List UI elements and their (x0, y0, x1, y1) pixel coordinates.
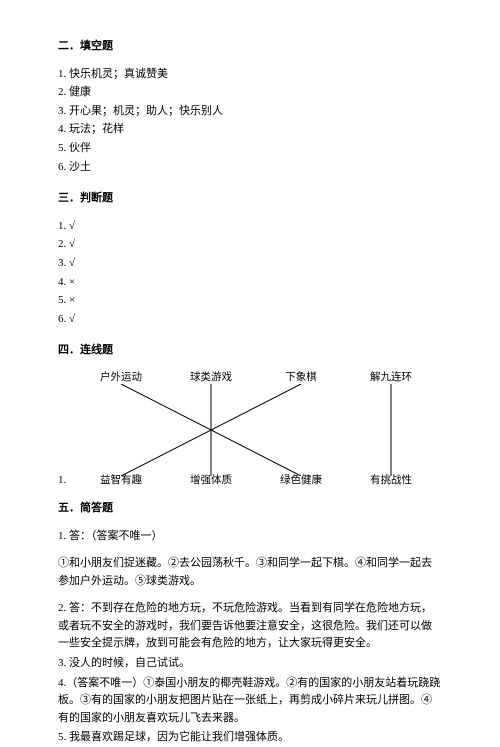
answer-body: ①和小朋友们捉迷藏。②去公园荡秋千。③和同学一起下棋。④和同学一起去参加户外运动… (58, 555, 442, 590)
short-answer-3: 3. 没人的时候，自己试试。 (58, 655, 442, 673)
match-bottom-label: 绿色健康 (256, 473, 346, 490)
judge-item: 6. √ (58, 311, 442, 329)
short-answer-1: 1. 答：（答案不唯一） ①和小朋友们捉迷藏。②去公园荡秋千。③和同学一起下棋。… (58, 528, 442, 591)
fill-item: 5. 伙伴 (58, 140, 442, 158)
match-bottom-label: 益智有趣 (76, 473, 166, 490)
judge-item: 4. × (58, 274, 442, 292)
matching-lines-svg (76, 384, 436, 476)
judge-list: 1. √ 2. √ 3. √ 4. × 5. × 6. √ (58, 218, 442, 329)
short-answer-2: 2. 答：不到存在危险的地方玩，不玩危险游戏。当看到有同学在危险地方玩，或者玩不… (58, 600, 442, 653)
section-title-fill: 二．填空题 (58, 38, 442, 56)
fill-item: 1. 快乐机灵；真诚赞美 (58, 66, 442, 84)
fill-item: 3. 开心果；机灵；助人；快乐别人 (58, 103, 442, 121)
answer-lead: 4.（答案不唯一）①泰国小朋友的椰壳鞋游戏。②有的国家的小朋友站着玩跷跷板。③有… (58, 675, 442, 728)
judge-item: 3. √ (58, 255, 442, 273)
matching-wrapper: 户外运动 球类游戏 下象棋 解九连环 益智有趣 增强体质 绿色健康 有挑战性 1… (76, 370, 442, 490)
answer-lead: 5. 我最喜欢踢足球，因为它能让我们增强体质。 (58, 729, 442, 747)
fill-item: 2. 健康 (58, 84, 442, 102)
matching-bottom-row: 益智有趣 增强体质 绿色健康 有挑战性 (76, 473, 436, 490)
judge-item: 2. √ (58, 236, 442, 254)
short-answer-4: 4.（答案不唯一）①泰国小朋友的椰壳鞋游戏。②有的国家的小朋友站着玩跷跷板。③有… (58, 675, 442, 728)
match-bottom-label: 增强体质 (166, 473, 256, 490)
section-title-judge: 三．判断题 (58, 190, 442, 208)
short-answer-5: 5. 我最喜欢踢足球，因为它能让我们增强体质。 (58, 729, 442, 747)
section-title-short: 五．简答题 (58, 500, 442, 518)
judge-item: 5. × (58, 292, 442, 310)
answer-lead: 2. 答：不到存在危险的地方玩，不玩危险游戏。当看到有同学在危险地方玩，或者玩不… (58, 600, 442, 653)
answer-lead: 3. 没人的时候，自己试试。 (58, 655, 442, 673)
matching-number: 1. (58, 472, 66, 490)
fill-list: 1. 快乐机灵；真诚赞美 2. 健康 3. 开心果；机灵；助人；快乐别人 4. … (58, 66, 442, 177)
judge-item: 1. √ (58, 218, 442, 236)
answer-lead: 1. 答：（答案不唯一） (58, 528, 442, 546)
fill-item: 6. 沙土 (58, 159, 442, 177)
fill-item: 4. 玩法；花样 (58, 121, 442, 139)
matching-diagram: 户外运动 球类游戏 下象棋 解九连环 益智有趣 增强体质 绿色健康 有挑战性 1… (76, 370, 436, 490)
section-title-matching: 四．连线题 (58, 342, 442, 360)
match-bottom-label: 有挑战性 (346, 473, 436, 490)
